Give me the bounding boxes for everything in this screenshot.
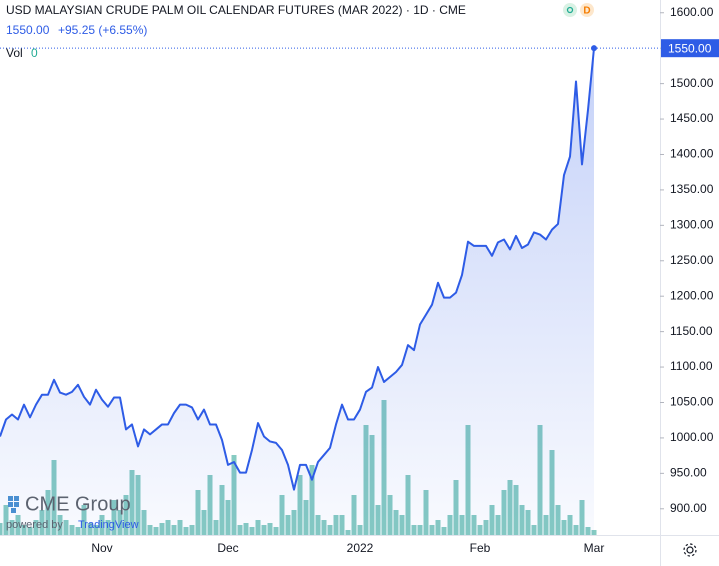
y-tick-label: 950.00: [670, 466, 707, 480]
last-price-badge-label: 1550.00: [668, 41, 712, 55]
volume-readout: 0: [31, 46, 38, 60]
x-tick-label: Mar: [584, 541, 605, 555]
last-price-badge: [661, 39, 719, 58]
x-tick-label: 2022: [347, 541, 374, 555]
x-tick-label: Feb: [470, 541, 491, 555]
y-tick-label: 1150.00: [670, 324, 713, 338]
plot-area: [0, 45, 660, 536]
y-tick-label: 1100.00: [670, 359, 713, 373]
x-tick-label: Dec: [217, 541, 238, 555]
y-tick-label: 1250.00: [670, 253, 714, 267]
chart-title: USD MALAYSIAN CRUDE PALM OIL CALENDAR FU…: [6, 3, 466, 17]
y-tick-label: 900.00: [670, 501, 707, 515]
logo-mark: [8, 496, 19, 513]
y-tick-label: 1200.00: [670, 288, 714, 302]
price-change: +95.25 (+6.55%): [58, 23, 147, 37]
y-tick-label: 1350.00: [670, 182, 714, 196]
y-tick-label: 1400.00: [670, 147, 714, 161]
status-delayed-label: D: [583, 6, 590, 17]
brand: TradingView: [78, 519, 139, 531]
status-open: [563, 3, 577, 17]
y-tick-label: 1450.00: [670, 111, 714, 125]
y-tick-label: 1000.00: [670, 430, 714, 444]
status-open-icon: [566, 6, 574, 14]
logo-text: CME Group: [25, 493, 131, 515]
last-point: [591, 45, 597, 52]
powered-by: powered by: [6, 519, 63, 531]
y-tick-label: 1600.00: [670, 5, 714, 19]
price-line: [0, 48, 595, 491]
x-tick-label: Nov: [91, 541, 112, 555]
logo: CME Group powered by TradingView: [6, 493, 139, 531]
last-price: 1550.00: [6, 23, 50, 37]
y-tick-label: 1300.00: [670, 218, 714, 232]
y-tick-label: 1050.00: [670, 395, 714, 409]
y-tick-label: 1500.00: [670, 76, 714, 90]
volume-label: Vol: [6, 46, 23, 60]
settings-button[interactable]: [683, 543, 697, 557]
status-delayed: [580, 3, 594, 17]
area: [0, 48, 594, 536]
